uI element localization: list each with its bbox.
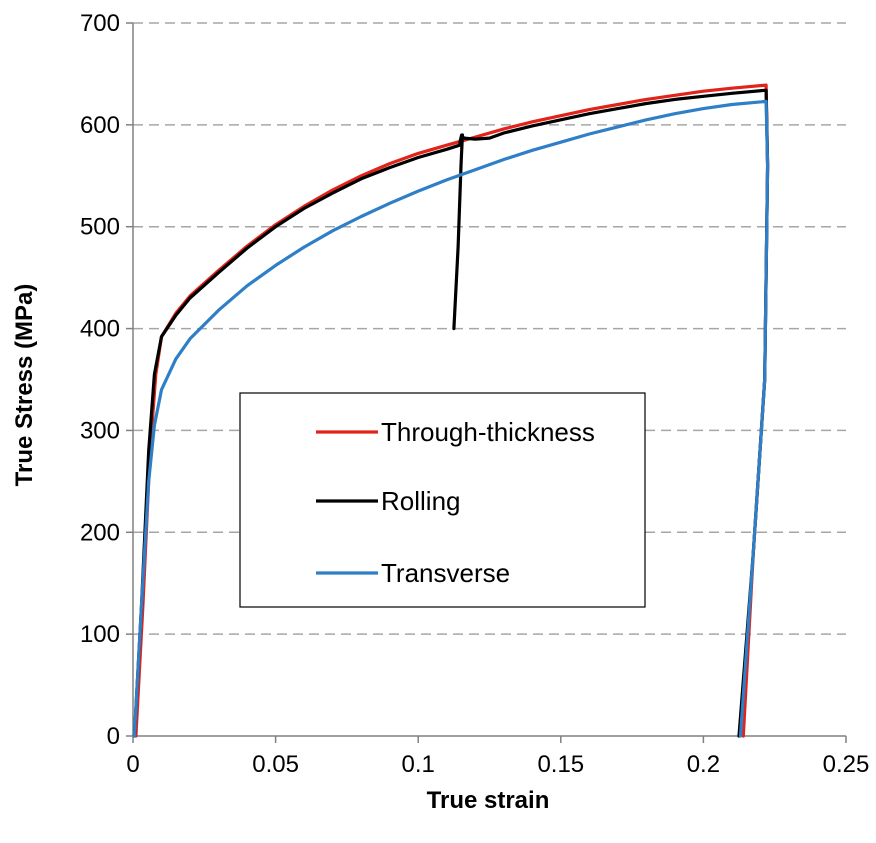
legend-label: Rolling (381, 486, 461, 516)
x-tick-label: 0.15 (537, 751, 584, 778)
series-line-rolling-pause (452, 133, 464, 331)
x-tick-label: 0 (126, 751, 139, 778)
y-tick-label: 200 (80, 519, 120, 546)
tick-labels: 0 100 200 300 400 500 600 700 0 0.05 0.1 0.15 0.2 0.2… (80, 10, 869, 778)
y-tick-label: 0 (107, 723, 120, 750)
legend-label: Transverse (381, 558, 510, 588)
x-tick-label: 0.1 (402, 751, 435, 778)
data-series (132, 83, 770, 738)
y-axis-title: True Stress (MPa) (11, 284, 38, 487)
axes (126, 22, 847, 743)
legend: Through-thickness Rolling Transverse (239, 392, 646, 608)
y-tick-label: 500 (80, 214, 120, 241)
legend-box (239, 392, 646, 608)
x-axis-title: True strain (427, 787, 550, 814)
y-tick-label: 400 (80, 316, 120, 343)
y-tick-label: 300 (80, 417, 120, 444)
x-tick-label: 0.05 (252, 751, 299, 778)
x-tick-label: 0.2 (687, 751, 720, 778)
y-tick-label: 600 (80, 112, 120, 139)
series-line-transverse (132, 99, 770, 738)
x-tick-label: 0.25 (823, 751, 870, 778)
y-tick-label: 100 (80, 621, 120, 648)
y-tick-label: 700 (80, 10, 120, 37)
legend-label: Through-thickness (381, 417, 595, 447)
